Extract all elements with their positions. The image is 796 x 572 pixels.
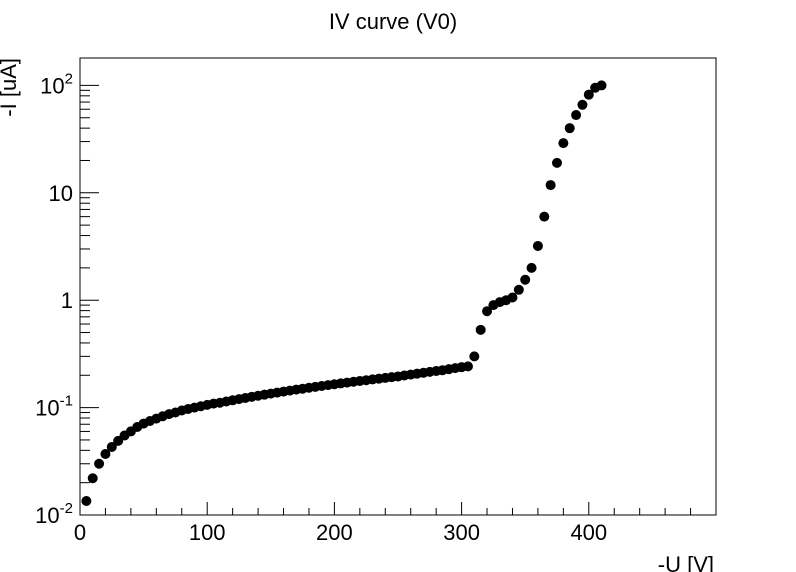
- x-tick-label: 100: [189, 520, 226, 545]
- data-point: [520, 274, 531, 285]
- y-tick-label: 10: [49, 181, 73, 206]
- data-point: [564, 123, 575, 134]
- data-point: [81, 496, 92, 507]
- data-point: [596, 80, 607, 91]
- data-point: [475, 324, 486, 335]
- y-axis-label: -I [uA]: [0, 58, 21, 117]
- data-point: [94, 458, 105, 469]
- data-point: [482, 306, 493, 317]
- chart-title: IV curve (V0): [329, 9, 457, 34]
- data-point: [532, 240, 543, 251]
- data-point: [100, 448, 111, 459]
- data-point: [507, 292, 518, 303]
- data-point: [577, 99, 588, 110]
- data-point: [583, 89, 594, 100]
- data-point: [87, 473, 98, 484]
- data-point: [513, 284, 524, 295]
- x-axis-tick-labels: 0 100 200 300 400: [74, 520, 607, 545]
- x-tick-label: 0: [74, 520, 86, 545]
- data-point: [462, 361, 473, 372]
- y-tick-label: 102: [40, 70, 73, 98]
- data-point: [558, 138, 569, 149]
- y-tick-label: 10-2: [35, 500, 73, 528]
- y-axis-tick-labels: 10-2 10-1 1 10 102: [35, 70, 73, 528]
- x-axis-label: -U [V]: [658, 552, 714, 572]
- x-tick-label: 400: [570, 520, 607, 545]
- y-tick-label: 1: [61, 288, 73, 313]
- data-point: [469, 351, 480, 362]
- y-axis-ticks: [80, 84, 99, 516]
- data-point: [539, 211, 550, 222]
- x-tick-label: 300: [443, 520, 480, 545]
- x-tick-label: 200: [316, 520, 353, 545]
- data-point: [571, 110, 582, 121]
- data-point: [526, 262, 537, 273]
- x-axis-ticks: [79, 502, 692, 515]
- data-point: [545, 180, 556, 191]
- data-points: [81, 80, 607, 507]
- y-tick-label: 10-1: [35, 393, 73, 421]
- plot-frame: [79, 57, 717, 516]
- data-point: [106, 441, 117, 452]
- data-point: [552, 157, 562, 168]
